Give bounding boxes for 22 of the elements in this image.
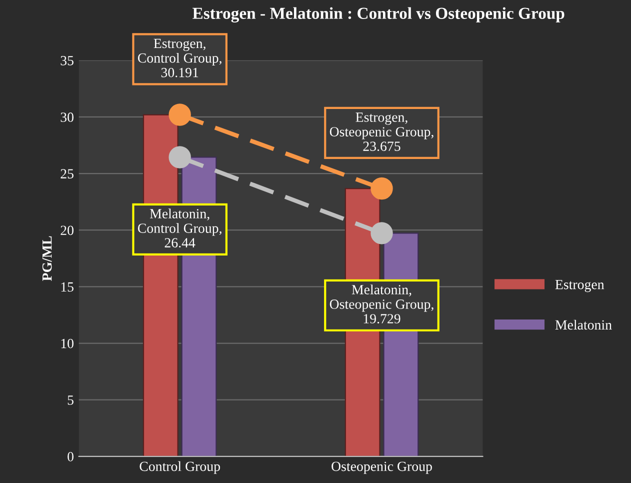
chart-title: Estrogen - Melatonin : Control vs Osteopenic Group [192, 7, 564, 22]
legend-label: Melatonin [555, 320, 612, 330]
legend-label: Estrogen [555, 280, 604, 292]
point [370, 222, 393, 244]
y-tick-label: 30 [60, 112, 74, 122]
data-label: Melatonin, Control Group, 26.44 [138, 208, 222, 248]
y-tick-label: 0 [68, 452, 74, 462]
y-tick-label: 15 [61, 282, 74, 292]
y-axis-title: PG/ML [42, 236, 52, 281]
x-tick-label: Osteopenic Group [332, 462, 432, 474]
data-label: Estrogen, Control Group, 30.191 [138, 38, 222, 78]
y-tick-label: 20 [60, 226, 74, 236]
y-tick-label: 25 [60, 169, 74, 178]
data-label: Melatonin, Osteopenic Group, 19.729 [330, 284, 434, 324]
y-tick-label: 35 [60, 56, 74, 66]
point [168, 146, 191, 168]
point [370, 177, 393, 200]
x-tick-label: Control Group [140, 461, 220, 474]
y-tick-label: 5 [68, 396, 74, 405]
data-label: Estrogen, Osteopenic Group, 23.675 [330, 112, 434, 152]
y-tick-label: 10 [61, 338, 74, 348]
point [168, 104, 191, 126]
